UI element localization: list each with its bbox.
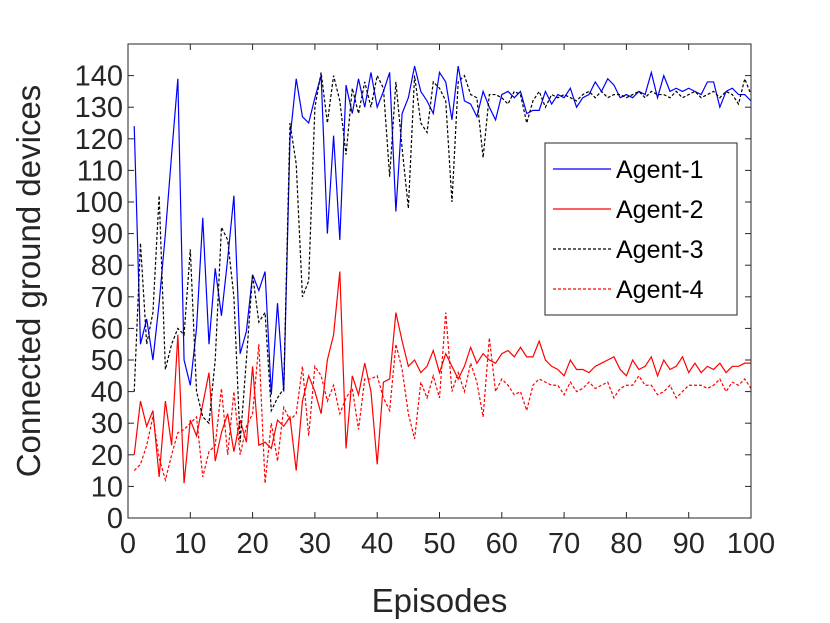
y-tick-label: 140 [75, 61, 123, 93]
y-tick-label: 110 [77, 155, 123, 187]
y-tick-label: 20 [91, 440, 123, 472]
y-tick-label: 40 [91, 377, 123, 409]
y-tick-label: 120 [75, 124, 123, 156]
y-axis-label: Connected ground devices [10, 85, 47, 478]
y-tick-label: 90 [91, 219, 123, 251]
x-tick-label: 0 [120, 528, 136, 560]
x-tick-label: 20 [236, 528, 268, 560]
series-line-agent-4 [133, 312, 752, 484]
legend-label-agent-2: Agent-2 [616, 196, 704, 224]
series-line-agent-1 [133, 65, 752, 395]
x-tick-label: 80 [610, 528, 642, 560]
y-tick-label: 10 [91, 471, 123, 503]
legend-box [544, 142, 738, 316]
x-axis-ticks: 0 10 20 30 40 50 60 70 80 90 100 [120, 44, 775, 560]
y-tick-label: 130 [75, 92, 123, 124]
y-tick-label: 70 [91, 282, 123, 314]
x-tick-label: 50 [423, 528, 455, 560]
x-tick-label: 60 [486, 528, 518, 560]
legend: Agent-1 Agent-2 Agent-3 Agent-4 [544, 142, 738, 316]
y-tick-label: 60 [91, 313, 123, 345]
series-line-agent-3 [133, 72, 752, 443]
legend-label-agent-3: Agent-3 [616, 236, 704, 264]
x-tick-label: 100 [727, 528, 775, 560]
x-axis-label: Episodes [372, 582, 508, 619]
legend-label-agent-4: Agent-4 [616, 276, 704, 304]
x-tick-label: 40 [361, 528, 393, 560]
x-tick-label: 30 [299, 528, 331, 560]
plot-lines [133, 65, 752, 484]
x-tick-label: 70 [548, 528, 580, 560]
x-tick-label: 90 [673, 528, 705, 560]
x-tick-label: 10 [174, 528, 206, 560]
y-tick-label: 80 [91, 250, 123, 282]
y-tick-label: 50 [91, 345, 123, 377]
legend-label-agent-1: Agent-1 [616, 156, 704, 184]
y-tick-label: 30 [91, 408, 123, 440]
y-tick-label: 0 [107, 503, 123, 535]
y-tick-label: 100 [75, 187, 123, 219]
